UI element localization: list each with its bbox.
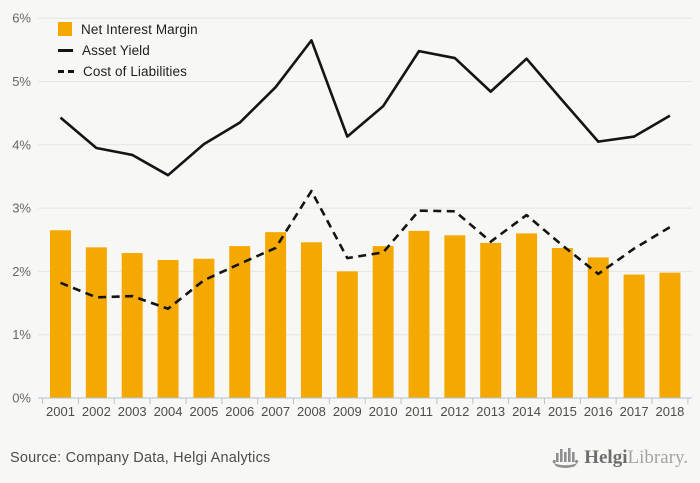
y-axis-label-6%: 6%	[12, 11, 31, 26]
x-axis-label-2008: 2008	[297, 404, 326, 419]
bar-2001	[50, 230, 71, 398]
x-axis-label-2012: 2012	[440, 404, 469, 419]
y-axis-label-2%: 2%	[12, 264, 31, 279]
nim-asset-yield-chart: 0% 1% 2% 3% 4% 5% 6% 2001 2002 2003 2004 2005 2006 20…	[12, 11, 692, 419]
bar-2006	[229, 246, 251, 398]
bar-2014	[516, 233, 538, 398]
bar-2013	[480, 242, 502, 398]
y-axis-label-5%: 5%	[12, 74, 31, 89]
logo-text-library: Library.	[627, 447, 689, 468]
bar-2007	[265, 232, 287, 398]
chart-legend: Net Interest Margin Asset Yield Cost of …	[58, 21, 198, 79]
bar-2016	[587, 257, 609, 398]
logo-text-helgi: Helgi	[584, 447, 628, 468]
x-axis-label-2011: 2011	[405, 404, 433, 419]
bar-2005	[193, 258, 215, 398]
source-text: Source: Company Data, Helgi Analytics	[10, 450, 271, 466]
line-cost-of-liabilities	[60, 189, 671, 311]
legend-item-asset-yield: Asset Yield	[58, 42, 198, 58]
x-axis-label-2004: 2004	[154, 404, 183, 419]
legend-item-cost-of-liabilities: Cost of Liabilities	[58, 63, 198, 79]
x-axis-label-2013: 2013	[476, 404, 505, 419]
x-axis-label-2001: 2001	[46, 404, 75, 419]
y-axis-label-3%: 3%	[12, 201, 31, 216]
x-axis-label-2016: 2016	[584, 404, 613, 419]
x-axis-label-2017: 2017	[620, 404, 649, 419]
x-axis-label-2007: 2007	[261, 404, 290, 419]
legend-label-asset-yield: Asset Yield	[82, 42, 150, 58]
line-asset-yield	[59, 39, 671, 177]
x-axis-label-2006: 2006	[225, 404, 254, 419]
legend-label-cost-of-liabilities: Cost of Liabilities	[83, 63, 187, 79]
bar-2003	[121, 253, 143, 398]
y-axis-label-0%: 0%	[12, 391, 31, 406]
x-axis-label-2014: 2014	[512, 404, 541, 419]
x-axis-label-2002: 2002	[82, 404, 111, 419]
bar-2009	[336, 271, 358, 398]
chart-footer: Source: Company Data, Helgi Analytics He…	[0, 440, 700, 483]
bar-2018	[659, 272, 681, 398]
x-axis-label-2010: 2010	[369, 404, 398, 419]
solid-line-swatch-icon	[58, 48, 73, 52]
bar-2017	[623, 274, 645, 398]
x-axis-label-2003: 2003	[118, 404, 147, 419]
dashed-line-swatch-icon	[58, 69, 74, 73]
bar-2008	[300, 242, 322, 398]
helgi-ship-icon	[552, 448, 579, 468]
x-axis-label-2015: 2015	[548, 404, 577, 419]
x-axis-label-2018: 2018	[655, 404, 684, 419]
bar-swatch-icon	[58, 22, 72, 36]
bar-2012	[444, 235, 466, 398]
bar-2002	[85, 247, 107, 398]
helgi-library-logo[interactable]: Helgi Library.	[552, 446, 688, 470]
legend-label-net-interest-margin: Net Interest Margin	[81, 21, 198, 37]
y-axis-label-4%: 4%	[12, 137, 31, 152]
x-axis-label-2009: 2009	[333, 404, 362, 419]
bar-2004	[157, 260, 179, 398]
bar-2011	[408, 230, 430, 398]
x-axis-label-2005: 2005	[189, 404, 218, 419]
y-axis-label-1%: 1%	[12, 327, 31, 342]
legend-item-net-interest-margin: Net Interest Margin	[58, 21, 198, 37]
bar-2015	[551, 247, 573, 398]
bar-2010	[372, 246, 394, 398]
